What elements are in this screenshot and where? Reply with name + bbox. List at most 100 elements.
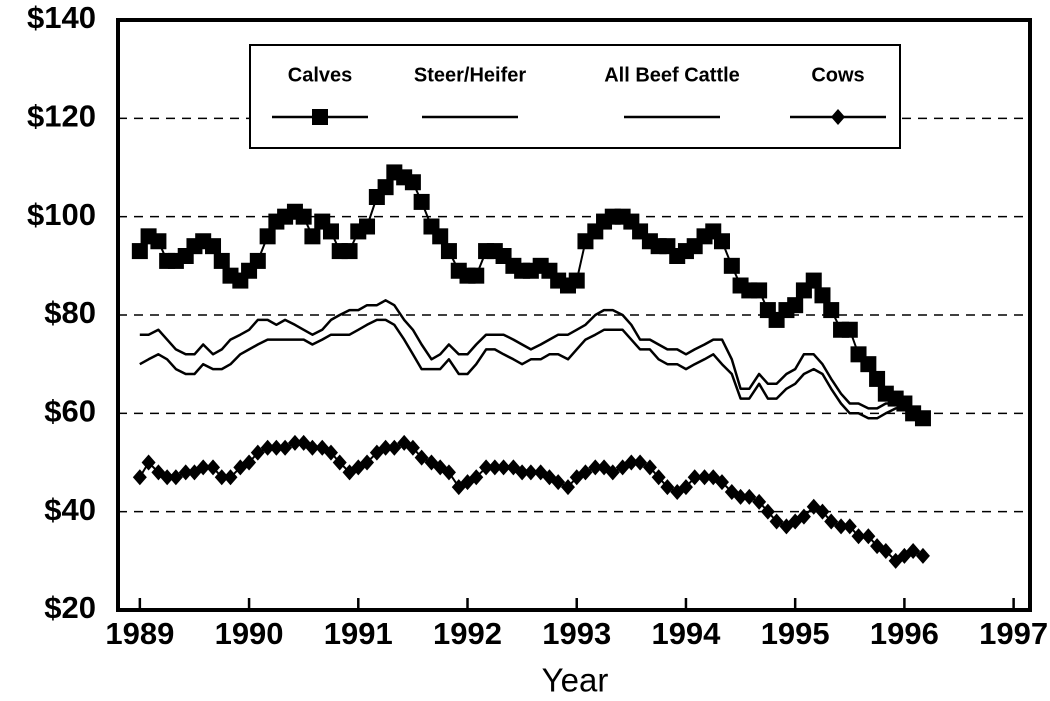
- data-marker: [441, 464, 456, 481]
- data-marker: [242, 454, 257, 471]
- data-marker: [823, 302, 840, 319]
- data-marker: [678, 479, 693, 496]
- data-marker: [287, 434, 302, 451]
- y-tick-label: $20: [44, 590, 96, 625]
- data-marker: [213, 252, 230, 269]
- data-marker: [515, 464, 530, 481]
- data-marker: [468, 267, 485, 284]
- data-marker: [714, 474, 729, 491]
- data-marker: [249, 252, 266, 269]
- data-marker: [387, 439, 402, 456]
- data-marker: [223, 469, 238, 486]
- x-tick-label: 1990: [215, 616, 284, 651]
- data-marker: [723, 257, 740, 274]
- data-marker: [769, 513, 784, 530]
- x-tick-label: 1993: [542, 616, 611, 651]
- data-marker: [915, 547, 930, 564]
- legend-label: Calves: [288, 64, 353, 86]
- data-marker: [824, 513, 839, 530]
- data-marker: [651, 469, 666, 486]
- data-marker: [414, 449, 429, 466]
- data-marker: [322, 223, 339, 240]
- y-tick-label: $140: [27, 0, 96, 35]
- data-marker: [413, 193, 430, 210]
- data-marker: [834, 518, 849, 535]
- legend-marker: [831, 109, 845, 125]
- data-marker: [160, 469, 175, 486]
- y-tick-label: $120: [27, 99, 96, 134]
- x-tick-label: 1997: [979, 616, 1048, 651]
- data-marker: [479, 459, 494, 476]
- x-tick-label: 1994: [651, 616, 721, 651]
- data-marker: [551, 474, 566, 491]
- data-marker: [323, 444, 338, 461]
- data-marker: [440, 243, 457, 260]
- data-marker: [796, 508, 811, 525]
- data-marker: [377, 179, 394, 196]
- data-marker: [360, 454, 375, 471]
- data-marker: [815, 503, 830, 520]
- data-marker: [560, 479, 575, 496]
- data-marker: [432, 228, 449, 245]
- data-marker: [496, 459, 511, 476]
- data-marker: [869, 370, 886, 387]
- data-marker: [760, 503, 775, 520]
- data-marker: [697, 469, 712, 486]
- data-marker: [205, 238, 222, 255]
- data-marker: [814, 287, 831, 304]
- data-marker: [132, 469, 147, 486]
- data-marker: [178, 464, 193, 481]
- data-marker: [332, 454, 347, 471]
- data-marker: [150, 233, 167, 250]
- data-marker: [851, 528, 866, 545]
- y-tick-label: $40: [44, 492, 96, 527]
- data-marker: [469, 469, 484, 486]
- data-marker: [214, 469, 229, 486]
- data-marker: [742, 488, 757, 505]
- data-marker: [751, 282, 768, 299]
- data-marker: [269, 439, 284, 456]
- x-tick-label: 1989: [105, 616, 174, 651]
- data-marker: [141, 454, 156, 471]
- data-marker: [168, 469, 183, 486]
- data-marker: [842, 518, 857, 535]
- series-line: [139, 299, 924, 420]
- data-marker: [305, 439, 320, 456]
- data-marker: [359, 218, 376, 235]
- y-tick-label: $100: [27, 197, 96, 232]
- data-marker: [487, 459, 502, 476]
- data-marker: [633, 454, 648, 471]
- data-marker: [805, 272, 822, 289]
- x-axis-label: Year: [542, 662, 609, 699]
- data-marker: [713, 233, 730, 250]
- data-marker: [878, 543, 893, 559]
- data-marker: [733, 488, 748, 505]
- data-marker: [642, 459, 657, 476]
- data-marker: [304, 228, 321, 245]
- legend-label: Steer/Heifer: [414, 64, 526, 86]
- plot-frame: [116, 18, 1032, 612]
- data-marker: [841, 321, 858, 338]
- legend-marker: [312, 109, 328, 125]
- data-marker: [624, 454, 639, 471]
- data-marker: [278, 439, 293, 456]
- data-marker: [588, 459, 603, 476]
- legend-label: Cows: [811, 64, 864, 86]
- data-marker: [860, 356, 877, 373]
- data-marker: [787, 297, 804, 314]
- x-tick-label: 1996: [870, 616, 939, 651]
- data-marker: [404, 174, 421, 191]
- series-line: [139, 318, 924, 420]
- x-tick-label: 1992: [433, 616, 502, 651]
- data-marker: [259, 228, 276, 245]
- x-tick-label: 1991: [324, 616, 393, 651]
- data-marker: [578, 464, 593, 481]
- data-marker: [523, 464, 538, 481]
- data-marker: [605, 464, 620, 481]
- data-marker: [660, 479, 675, 496]
- data-marker: [861, 528, 876, 545]
- data-marker: [378, 439, 393, 456]
- y-tick-label: $60: [44, 394, 96, 429]
- legend-label: All Beef Cattle: [604, 64, 740, 86]
